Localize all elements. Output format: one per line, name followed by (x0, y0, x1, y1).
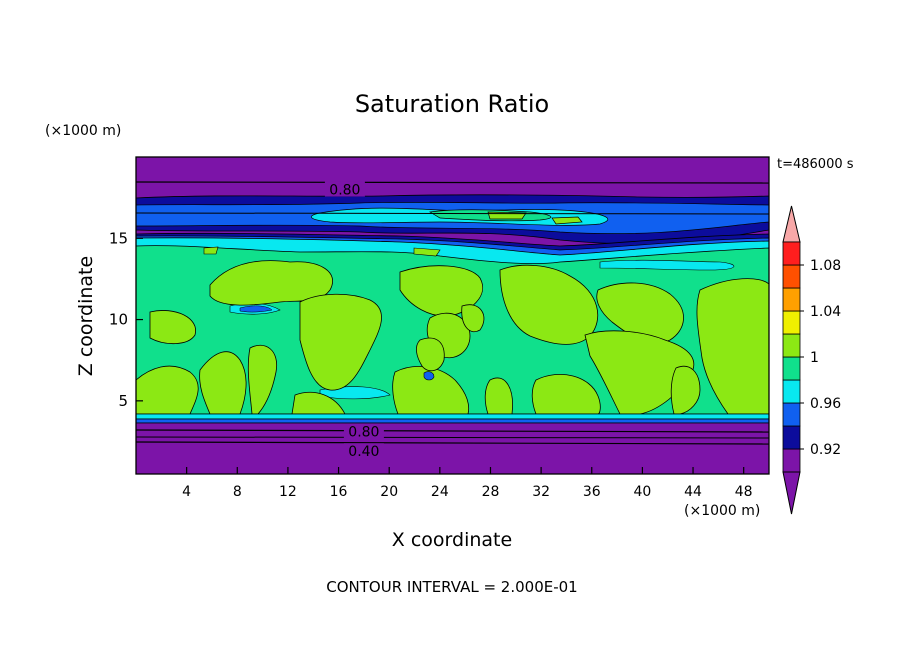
contour-line-0.40 (136, 441, 769, 445)
y-axis-label: Z coordinate (75, 256, 97, 376)
contour-line-lower-b (136, 436, 769, 439)
contour-lower-0.92 (136, 418, 769, 424)
contour-line-upper-b (136, 212, 769, 215)
x-unit-label: (×1000 m) (684, 503, 760, 519)
x-axis: 4 8 12 16 20 24 28 32 36 40 44 48 (182, 467, 753, 500)
contour-line-0.80-upper (136, 181, 769, 184)
contour-lower-0.98 (136, 413, 769, 420)
y-tick-label: 5 (118, 392, 128, 410)
colorbar-segment (782, 287, 801, 312)
contour-label-bg (324, 181, 365, 197)
colorbar-over-triangle (782, 205, 801, 243)
colorbar-segment (782, 448, 801, 473)
plot-frame (135, 156, 770, 475)
colorbar-segment (782, 402, 801, 427)
colorbar-under-triangle (782, 471, 801, 515)
y-axis: 5 10 15 (109, 229, 143, 410)
colorbar-tick-label: 1 (810, 350, 819, 366)
plot-area (136, 157, 769, 474)
contour-label: 0.80 (348, 425, 379, 441)
contour-upper-patch-1.02 (487, 211, 527, 220)
x-tick-label: 4 (182, 484, 191, 500)
contour-cyan-patch (599, 259, 735, 271)
colorbar-segment (782, 241, 801, 266)
contour-cells-1.02 (136, 260, 769, 415)
contour-lime-sliver-b (413, 247, 441, 257)
x-tick-label: 16 (330, 484, 348, 500)
contour-label: 0.40 (348, 444, 379, 460)
x-tick-label: 12 (279, 484, 297, 500)
x-axis-label: X coordinate (392, 529, 512, 551)
y-unit-label: (×1000 m) (45, 123, 121, 139)
chart-title: Saturation Ratio (355, 90, 549, 118)
x-tick-label: 32 (532, 484, 550, 500)
y-tick-label: 10 (109, 311, 128, 329)
colorbar-segment (782, 310, 801, 335)
colorbar-segment (782, 425, 801, 450)
x-tick-label: 28 (482, 484, 500, 500)
x-tick-label: 8 (233, 484, 242, 500)
contour-upper-patch-1.02b (551, 216, 583, 225)
colorbar-segment (782, 333, 801, 358)
colorbar-tick-label: 0.96 (810, 396, 841, 412)
contour-label: 0.80 (329, 183, 360, 199)
contour-line-0.80-lower (136, 429, 769, 433)
time-label: t=486000 s (777, 157, 854, 172)
colorbar-tick-label: 0.92 (810, 442, 841, 458)
contour-lime-sliver (203, 246, 219, 255)
colorbar-tick-label: 1.04 (810, 304, 841, 320)
contour-labels: 0.80 0.80 0.40 (324, 181, 384, 460)
y-tick-label: 15 (109, 229, 128, 247)
colorbar-segment (782, 379, 801, 404)
contour-lower-dry (136, 422, 769, 474)
contour-blue-sliver (239, 305, 273, 313)
x-tick-label: 36 (583, 484, 601, 500)
colorbar-tick-label: 1.08 (810, 258, 841, 274)
contour-blue-spot (423, 371, 435, 381)
contour-label-bg (343, 423, 384, 439)
contour-interval-footer: CONTOUR INTERVAL = 2.000E-01 (326, 578, 577, 596)
contour-label-bg (343, 443, 384, 459)
x-tick-label: 24 (431, 484, 449, 500)
x-tick-label: 20 (380, 484, 398, 500)
x-tick-label: 40 (633, 484, 651, 500)
x-tick-label: 48 (735, 484, 753, 500)
colorbar: 0.92 0.96 1 1.04 1.08 (782, 205, 841, 515)
colorbar-segment (782, 356, 801, 381)
colorbar-segment (782, 264, 801, 289)
x-tick-label: 44 (684, 484, 702, 500)
